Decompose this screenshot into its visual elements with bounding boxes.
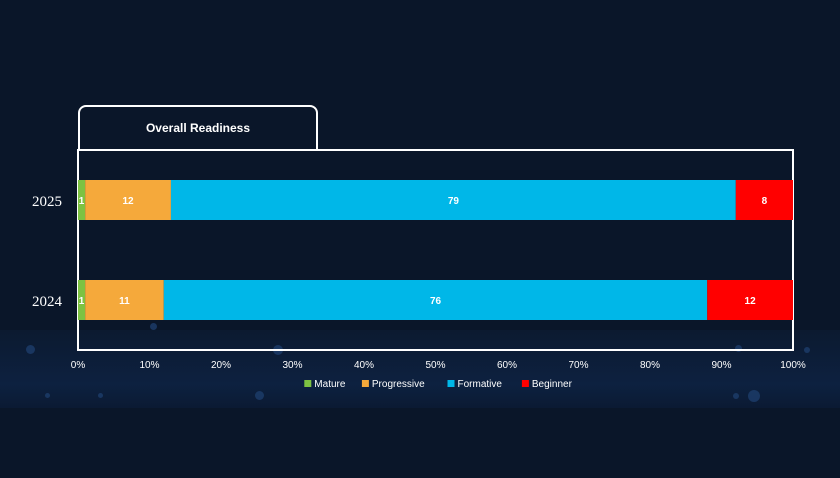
bg-dot [150, 323, 157, 330]
data-label-progressive-2024: 11 [119, 296, 130, 307]
category-label: 2024 [32, 294, 63, 310]
bar-segment-progressive-2025 [85, 180, 171, 220]
x-tick-label: 100% [780, 360, 806, 371]
category-label: 2025 [32, 194, 62, 210]
background-band [0, 330, 840, 408]
x-tick-label: 50% [425, 360, 445, 371]
data-label-formative-2024: 76 [430, 296, 442, 307]
legend-label-formative: Formative [458, 379, 503, 390]
legend-swatch-mature [304, 380, 312, 387]
legend-label-beginner: Beginner [532, 379, 573, 390]
chart-title-tab: Overall Readiness [78, 105, 318, 149]
bar-segment-beginner-2024 [707, 280, 793, 320]
chart-title: Overall Readiness [145, 121, 251, 135]
data-label-mature-2024: 1 [79, 296, 85, 307]
bar-segment-mature-2024 [78, 280, 86, 320]
bg-dot [735, 345, 742, 352]
x-tick-label: 30% [282, 360, 302, 371]
bg-dot [26, 345, 35, 354]
bar-segment-progressive-2024 [85, 280, 164, 320]
bg-dot [255, 391, 264, 400]
data-label-mature-2025: 1 [79, 196, 85, 207]
x-tick-label: 90% [711, 360, 731, 371]
legend-swatch-beginner [521, 380, 529, 387]
x-tick-label: 60% [497, 360, 517, 371]
x-tick-label: 80% [640, 360, 660, 371]
bar-segment-mature-2025 [78, 180, 86, 220]
legend-label-progressive: Progressive [372, 379, 425, 390]
bar-segment-beginner-2025 [735, 180, 793, 220]
x-tick-label: 10% [139, 360, 159, 371]
x-tick-label: 20% [211, 360, 231, 371]
x-tick-label: 70% [568, 360, 588, 371]
x-tick-label: 40% [354, 360, 374, 371]
data-label-progressive-2025: 12 [122, 196, 134, 207]
bg-dot [748, 390, 760, 402]
bg-dot [45, 393, 50, 398]
legend-swatch-formative [447, 380, 455, 387]
plot-frame [77, 149, 794, 351]
data-label-beginner-2024: 12 [745, 296, 757, 307]
bg-dot [804, 347, 810, 353]
legend-swatch-progressive [361, 380, 369, 387]
bar-segment-formative-2025 [170, 180, 736, 220]
bg-dot [733, 393, 739, 399]
x-tick-label: 0% [71, 360, 86, 371]
data-label-beginner-2025: 8 [762, 196, 768, 207]
bar-segment-formative-2024 [163, 280, 708, 320]
legend-label-mature: Mature [314, 379, 346, 390]
data-label-formative-2025: 79 [448, 196, 460, 207]
bg-dot [98, 393, 103, 398]
